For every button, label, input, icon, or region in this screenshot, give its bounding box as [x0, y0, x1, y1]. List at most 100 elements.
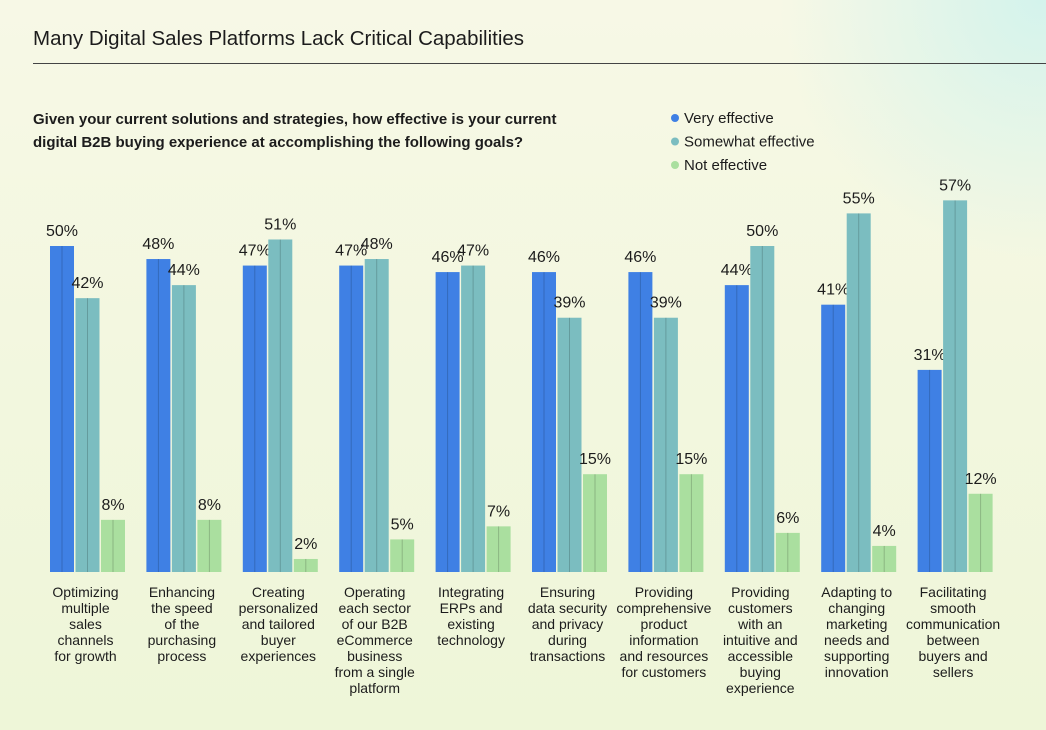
x-tick-label: and tailored [242, 616, 315, 632]
bar [242, 265, 267, 572]
x-tick-label: of the [164, 616, 199, 632]
bar [293, 558, 318, 572]
value-label: 39% [553, 295, 585, 312]
x-tick-label: business [347, 648, 402, 664]
x-tick-label: process [157, 648, 206, 664]
x-tick-label: purchasing [148, 632, 217, 648]
x-tick-label: during [548, 632, 587, 648]
bar [146, 259, 171, 572]
x-tick-label: smooth [930, 600, 976, 616]
legend-label: Very effective [684, 110, 774, 127]
x-tick-label: Providing [635, 584, 693, 600]
value-label: 46% [528, 249, 560, 266]
legend-label: Somewhat effective [684, 134, 815, 151]
x-tick-label: experiences [241, 648, 317, 664]
x-tick-label: with an [737, 616, 782, 632]
value-label: 47% [335, 243, 367, 260]
x-tick-label: sellers [933, 664, 973, 680]
value-label: 8% [101, 497, 124, 514]
bar [872, 545, 897, 572]
x-tick-label: between [927, 632, 980, 648]
x-tick-label: and privacy [532, 616, 604, 632]
x-tick-label: of our B2B [342, 616, 408, 632]
x-tick-label: Operating [344, 584, 405, 600]
value-label: 44% [721, 262, 753, 279]
x-tick-label: each sector [339, 600, 412, 616]
bar [557, 317, 582, 572]
legend-marker [671, 114, 679, 122]
bar [628, 272, 653, 572]
value-label: 31% [914, 347, 946, 364]
bar [101, 519, 125, 572]
bar [171, 285, 196, 572]
bar [268, 239, 293, 573]
subtitle-line: Given your current solutions and strateg… [33, 111, 556, 128]
x-tick-label: needs and [824, 632, 889, 648]
bar [679, 474, 704, 572]
value-label: 8% [198, 497, 221, 514]
value-label: 44% [168, 262, 200, 279]
x-tick-label: Adapting to [821, 584, 892, 600]
x-tick-label: from a single [335, 664, 415, 680]
subtitle-line: digital B2B buying experience at accompl… [33, 134, 523, 151]
x-tick-label: transactions [530, 648, 605, 664]
x-tick-label: Creating [252, 584, 305, 600]
bar [750, 246, 775, 572]
x-tick-label: existing [447, 616, 494, 632]
bar [583, 474, 607, 572]
value-label: 50% [746, 223, 778, 240]
x-tick-label: Optimizing [52, 584, 118, 600]
x-tick-label: sales [69, 616, 102, 632]
x-tick-label: customers [728, 600, 793, 616]
value-label: 2% [294, 536, 317, 553]
x-tick-label: and resources [620, 648, 709, 664]
value-label: 50% [46, 223, 78, 240]
x-tick-label: the speed [151, 600, 213, 616]
x-tick-label: Ensuring [540, 584, 595, 600]
x-tick-label: eCommerce [337, 632, 413, 648]
value-label: 15% [675, 451, 707, 468]
value-label: 4% [873, 523, 896, 540]
bar [339, 265, 364, 572]
value-label: 42% [71, 275, 103, 292]
chart-title: Many Digital Sales Platforms Lack Critic… [33, 27, 524, 50]
value-label: 57% [939, 177, 971, 194]
bar [486, 526, 511, 572]
x-tick-label: marketing [826, 616, 887, 632]
value-label: 7% [487, 503, 510, 520]
x-tick-label: buyer [261, 632, 296, 648]
x-tick-label: technology [437, 632, 505, 648]
bar [532, 272, 556, 572]
x-tick-label: supporting [824, 648, 889, 664]
bar [75, 298, 100, 572]
x-tick-label: comprehensive [616, 600, 711, 616]
value-label: 51% [264, 216, 296, 233]
x-tick-label: accessible [728, 648, 794, 664]
x-tick-label: Facilitating [920, 584, 987, 600]
bar [724, 285, 749, 572]
x-tick-label: Enhancing [149, 584, 215, 600]
legend-label: Not effective [684, 157, 767, 174]
x-tick-label: communication [906, 616, 1000, 632]
bar [435, 272, 460, 572]
value-label: 5% [391, 516, 414, 533]
x-tick-label: intuitive and [723, 632, 798, 648]
x-tick-label: channels [57, 632, 113, 648]
bar [461, 265, 486, 572]
x-tick-label: experience [726, 680, 795, 696]
bar [50, 246, 74, 572]
bar [968, 493, 993, 572]
bar [775, 532, 800, 572]
value-label: 46% [432, 249, 464, 266]
bar [917, 369, 942, 572]
value-label: 55% [843, 190, 875, 207]
legend-marker [671, 161, 679, 169]
bar [653, 317, 678, 572]
bar [943, 200, 968, 573]
x-tick-label: changing [828, 600, 885, 616]
x-tick-label: for customers [621, 664, 706, 680]
bar [846, 213, 871, 572]
x-tick-label: product [641, 616, 688, 632]
x-tick-label: innovation [825, 664, 889, 680]
